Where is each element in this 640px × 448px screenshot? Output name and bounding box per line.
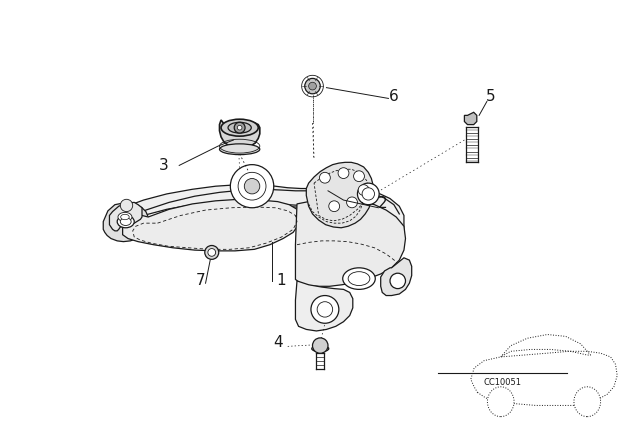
Circle shape [308, 82, 316, 90]
Text: 7: 7 [195, 273, 205, 289]
Circle shape [347, 197, 358, 208]
Circle shape [234, 122, 245, 133]
Ellipse shape [220, 144, 260, 155]
Text: 3: 3 [159, 158, 168, 173]
Circle shape [311, 296, 339, 323]
Polygon shape [123, 199, 301, 251]
Polygon shape [123, 185, 404, 237]
Polygon shape [465, 112, 477, 125]
Circle shape [338, 168, 349, 178]
Circle shape [390, 273, 406, 289]
Circle shape [208, 249, 216, 256]
Text: 6: 6 [389, 89, 399, 103]
Polygon shape [307, 162, 373, 228]
Circle shape [319, 172, 330, 183]
Ellipse shape [343, 268, 375, 289]
Polygon shape [109, 202, 142, 231]
Circle shape [353, 171, 364, 181]
Circle shape [238, 172, 266, 200]
Ellipse shape [118, 212, 132, 222]
Text: 4: 4 [273, 335, 282, 350]
Circle shape [574, 387, 600, 417]
Circle shape [244, 178, 260, 194]
Circle shape [237, 125, 242, 130]
Text: 5: 5 [486, 89, 495, 103]
Polygon shape [296, 200, 406, 286]
Circle shape [358, 183, 379, 205]
Circle shape [317, 302, 333, 317]
Text: 2: 2 [378, 196, 387, 211]
Polygon shape [381, 258, 412, 296]
Ellipse shape [121, 214, 129, 220]
Text: 1: 1 [276, 273, 286, 289]
Circle shape [120, 199, 132, 211]
Circle shape [312, 338, 328, 353]
Polygon shape [296, 281, 353, 331]
Ellipse shape [228, 122, 252, 133]
Polygon shape [220, 120, 260, 148]
Polygon shape [231, 170, 272, 203]
Text: CC10051: CC10051 [483, 378, 522, 387]
Circle shape [305, 78, 320, 94]
Ellipse shape [312, 345, 329, 352]
Circle shape [230, 165, 274, 208]
Ellipse shape [348, 271, 370, 285]
Circle shape [362, 188, 374, 200]
Ellipse shape [120, 218, 131, 225]
Circle shape [358, 185, 369, 195]
Circle shape [329, 201, 340, 211]
Circle shape [205, 246, 219, 259]
Polygon shape [103, 203, 148, 241]
Ellipse shape [221, 119, 259, 136]
Ellipse shape [117, 215, 134, 228]
Circle shape [488, 387, 514, 417]
